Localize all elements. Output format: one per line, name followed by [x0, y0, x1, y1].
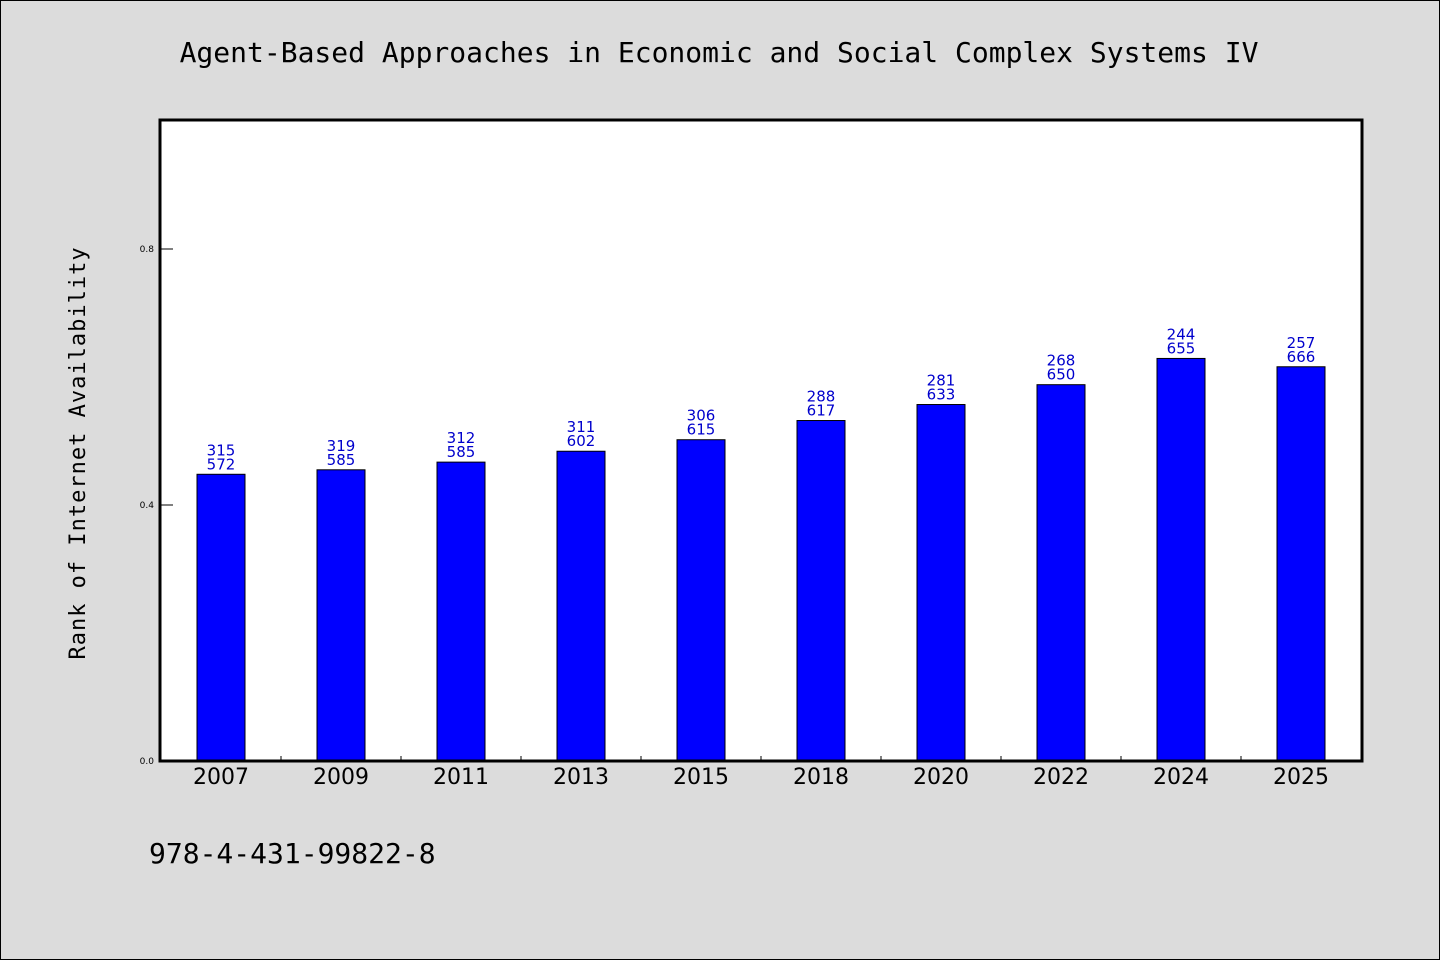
x-tick-label: 2007 [193, 765, 249, 790]
bar-label-top: 257 [1287, 334, 1316, 352]
y-tick-label: 0.8 [140, 245, 155, 255]
bar-label-bottom: 572 [207, 455, 236, 473]
bar-label-top: 315 [207, 441, 236, 459]
bar-label-bottom: 633 [927, 386, 956, 404]
bar-label-bottom: 655 [1167, 339, 1196, 357]
bar [796, 420, 846, 762]
bar-label-bottom: 585 [327, 451, 356, 469]
bar-label-top: 319 [327, 437, 356, 455]
bar [916, 404, 966, 762]
bar [1036, 384, 1086, 762]
bar [316, 469, 366, 762]
bar-label-top: 306 [687, 407, 716, 425]
x-tick-label: 2020 [913, 765, 969, 790]
bar-label-bottom: 615 [687, 421, 716, 439]
bars-layer: 3155723195853125853116023066152886172816… [196, 325, 1326, 762]
bar-label-top: 281 [927, 372, 956, 390]
x-tick-label: 2011 [433, 765, 489, 790]
y-tick-label: 0.4 [140, 501, 155, 511]
x-tick-label: 2018 [793, 765, 849, 790]
plot-frame [158, 118, 1364, 763]
isbn-footer: 978-4-431-99822-8 [149, 837, 436, 870]
bar-label-top: 311 [567, 418, 596, 436]
bar-label-bottom: 602 [567, 432, 596, 450]
y-tick-label: 0.0 [140, 757, 155, 767]
chart-title: Agent-Based Approaches in Economic and S… [180, 36, 1259, 69]
bar-label-bottom: 585 [447, 443, 476, 461]
y-axis-label: Rank of Internet Availability [66, 246, 91, 659]
bar-label-top: 288 [807, 388, 836, 406]
x-tick-label: 2025 [1273, 765, 1329, 790]
bar-label-top: 268 [1047, 352, 1076, 370]
x-tick-label: 2013 [553, 765, 609, 790]
bar-label-top: 312 [447, 429, 476, 447]
bar [556, 450, 606, 762]
bar [1276, 366, 1326, 762]
x-tick-label: 2024 [1153, 765, 1209, 790]
x-tick-label: 2022 [1033, 765, 1089, 790]
bar [1156, 357, 1206, 762]
bar-label-bottom: 617 [807, 402, 836, 420]
bar [676, 439, 726, 762]
bar [436, 461, 486, 762]
bar-label-bottom: 666 [1287, 348, 1316, 366]
bar [196, 473, 246, 762]
x-axis: 2007 2009 2011 2013 2015 2018 2020 2022 2024 2025 [193, 756, 1329, 790]
bar-label-top: 244 [1167, 325, 1196, 343]
x-tick-label: 2009 [313, 765, 369, 790]
x-tick-label: 2015 [673, 765, 729, 790]
bar-label-bottom: 650 [1047, 366, 1076, 384]
